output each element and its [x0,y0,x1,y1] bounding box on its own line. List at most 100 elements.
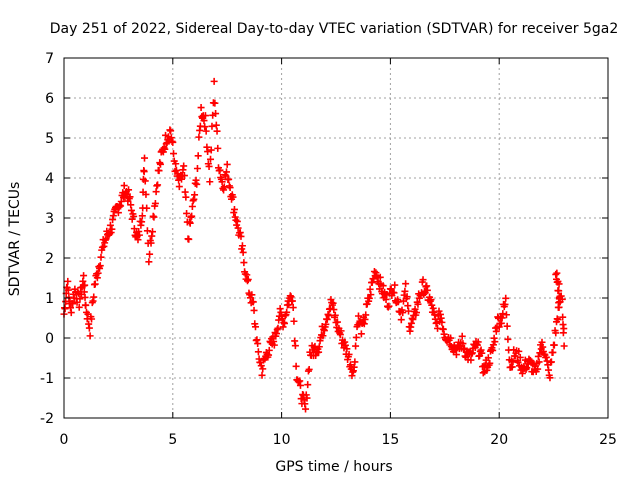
data-point [172,160,180,168]
data-point [211,99,219,107]
data-point [258,371,266,379]
data-point [343,345,351,353]
data-point [414,300,422,308]
data-point [69,300,77,308]
data-point [64,277,72,285]
data-point [188,212,196,220]
data-point [126,193,134,201]
data-point [458,332,466,340]
data-point [125,186,133,194]
data-point [257,362,265,370]
data-point [143,227,151,235]
data-point [499,310,507,318]
data-point [341,341,349,349]
data-point [205,162,213,170]
x-tick-label: 20 [490,432,508,448]
data-point [438,318,446,326]
data-point [238,242,246,250]
data-point [460,344,468,352]
data-point [130,225,138,233]
data-point [200,117,208,125]
data-point [234,224,242,232]
data-point [491,338,499,346]
data-point [447,334,455,342]
data-point [546,374,554,382]
data-point [156,160,164,168]
data-point [319,332,327,340]
data-point [270,341,278,349]
data-point [397,316,405,324]
data-point [467,356,475,364]
data-point [553,269,561,277]
data-point [108,225,116,233]
data-point [315,343,323,351]
data-point [514,358,522,366]
x-tick-label: 5 [168,432,177,448]
data-point [167,127,175,135]
data-point [552,270,560,278]
data-point [516,353,524,361]
data-point [502,294,510,302]
data-point [97,253,105,261]
data-point [501,300,509,308]
data-point [146,250,154,258]
data-point [435,307,443,315]
data-point [169,138,177,146]
data-point [289,304,297,312]
data-point [333,318,341,326]
y-axis-ticks: -2 -1 0 1 2 3 4 5 6 7 [40,51,608,427]
data-point [218,178,226,186]
data-point [151,199,159,207]
data-point [73,298,81,306]
data-point [523,364,531,372]
data-point [223,160,231,168]
data-point [362,311,370,319]
data-point [150,213,158,221]
y-tick-label: 6 [45,91,54,107]
data-point [399,309,407,317]
data-point [148,228,156,236]
data-point [226,184,234,192]
y-tick-label: 0 [45,331,54,347]
data-point [155,167,163,175]
data-point [98,243,106,251]
data-point [484,354,492,362]
data-point [175,183,183,191]
data-point [296,381,304,389]
data-point [534,365,542,373]
data-point [208,122,216,130]
data-point [385,302,393,310]
data-point [419,276,427,284]
data-point [243,271,251,279]
data-point [304,381,312,389]
y-tick-label: 4 [45,171,54,187]
data-point [330,306,338,314]
data-point [259,365,267,373]
data-point [138,218,146,226]
data-point [161,145,169,153]
data-point [283,308,291,316]
data-point [244,275,252,283]
data-point [106,230,114,238]
y-tick-label: 3 [45,211,54,227]
data-point [479,369,487,377]
data-point [201,112,209,120]
data-point [549,348,557,356]
data-point [290,317,298,325]
data-point [376,273,384,281]
data-point [302,405,310,413]
data-point [233,217,241,225]
data-point [326,305,334,313]
data-point [411,305,419,313]
data-point [413,309,421,317]
data-point [331,311,339,319]
data-point [154,181,162,189]
data-point [536,349,544,357]
data-point [552,329,560,337]
data-point [96,262,104,270]
data-point [357,330,365,338]
x-tick-label: 0 [60,432,69,448]
data-point [88,315,96,323]
data-point [560,342,568,350]
